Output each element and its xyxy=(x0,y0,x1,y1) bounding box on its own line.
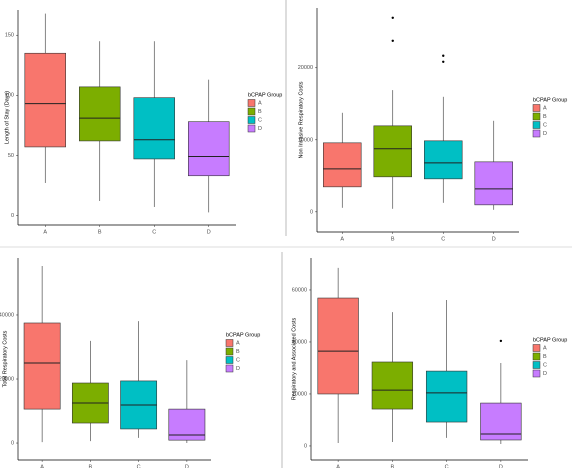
legend-label: B xyxy=(258,109,262,115)
y-tick-label: 10000 xyxy=(298,137,313,143)
x-tick-label: D xyxy=(185,464,189,468)
y-tick-label: 150 xyxy=(5,33,14,39)
legend-title: bCPAP Group xyxy=(226,332,260,338)
x-tick-label: C xyxy=(152,229,156,235)
x-tick-label: A xyxy=(340,236,344,242)
box xyxy=(79,86,121,142)
legend-swatch xyxy=(532,121,541,129)
x-tick-label: D xyxy=(207,229,211,235)
legend-label: B xyxy=(236,349,240,355)
legend-swatch xyxy=(225,339,234,347)
y-axis-title: Total Respiratory Costs xyxy=(2,330,8,387)
y-tick-label: 0 xyxy=(304,443,307,449)
legend-swatch xyxy=(247,116,256,124)
y-tick-label: 100 xyxy=(5,93,14,99)
legend-swatch xyxy=(247,99,256,107)
x-tick-label: A xyxy=(40,464,44,468)
x-tick-label: C xyxy=(445,464,449,468)
legend-label: C xyxy=(258,117,262,123)
legend-swatch xyxy=(532,104,541,112)
box xyxy=(188,121,230,177)
outlier xyxy=(499,339,503,343)
x-tick-label: A xyxy=(336,464,340,468)
legend-label: B xyxy=(543,114,547,120)
y-tick-label: 0 xyxy=(310,209,313,215)
x-tick-label: D xyxy=(492,236,496,242)
legend-swatch xyxy=(532,352,541,361)
outlier xyxy=(442,60,445,64)
legend-label: D xyxy=(236,366,240,372)
x-tick-label: A xyxy=(43,229,47,235)
legend-label: D xyxy=(258,126,262,132)
box xyxy=(424,140,463,180)
legend-label: C xyxy=(543,362,547,368)
legend-label: D xyxy=(543,131,547,137)
box xyxy=(371,361,414,410)
y-tick-label: 20000 xyxy=(292,391,307,397)
x-tick-label: B xyxy=(391,236,395,242)
legend-swatch xyxy=(225,347,234,356)
legend-swatch xyxy=(225,356,234,364)
box xyxy=(317,297,359,395)
legend-swatch xyxy=(532,129,541,138)
box xyxy=(24,52,66,148)
legend-label: A xyxy=(543,345,547,351)
y-tick-label: 40000 xyxy=(0,312,14,318)
legend-title: bCPAP Group xyxy=(248,92,282,98)
outlier xyxy=(391,16,394,19)
legend-swatch xyxy=(247,124,256,133)
legend-label: A xyxy=(236,340,240,346)
legend-swatch xyxy=(225,364,234,373)
legend-title: bCPAP Group xyxy=(533,337,567,343)
y-tick-label: 20000 xyxy=(298,65,313,71)
legend-label: A xyxy=(258,100,262,106)
y-tick-label: 40000 xyxy=(292,339,307,345)
legend-swatch xyxy=(532,344,541,352)
legend-swatch xyxy=(532,112,541,121)
y-tick-label: 60000 xyxy=(292,287,307,293)
legend-label: C xyxy=(543,122,547,128)
x-tick-label: D xyxy=(499,464,503,468)
y-axis-title: Length of Stay (Days) xyxy=(4,91,10,144)
legend-swatch xyxy=(532,361,541,369)
legend-label: A xyxy=(543,105,547,111)
box xyxy=(23,322,61,410)
outlier xyxy=(442,54,445,57)
y-axis-title: Non Invasive Respiratory Costs xyxy=(298,81,304,158)
x-tick-label: B xyxy=(89,464,93,468)
box xyxy=(323,142,362,188)
box xyxy=(425,370,468,423)
y-tick-label: 0 xyxy=(11,213,14,219)
outlier xyxy=(391,39,394,42)
legend-label: D xyxy=(543,371,547,377)
box xyxy=(474,161,513,206)
box xyxy=(133,97,175,160)
legend-label: C xyxy=(236,357,240,363)
y-tick-label: 20000 xyxy=(0,376,14,382)
x-tick-label: B xyxy=(98,229,102,235)
box xyxy=(373,125,412,178)
x-tick-label: C xyxy=(137,464,141,468)
y-axis-title: Respiratory and Associated Costs xyxy=(291,317,297,400)
y-tick-label: 0 xyxy=(11,440,14,446)
x-tick-label: C xyxy=(441,236,445,242)
legend-title: bCPAP Group xyxy=(533,97,567,103)
y-tick-label: 50 xyxy=(8,153,14,159)
legend-swatch xyxy=(532,369,541,378)
legend-label: B xyxy=(543,354,547,360)
x-tick-label: B xyxy=(391,464,395,468)
legend-swatch xyxy=(247,107,256,116)
